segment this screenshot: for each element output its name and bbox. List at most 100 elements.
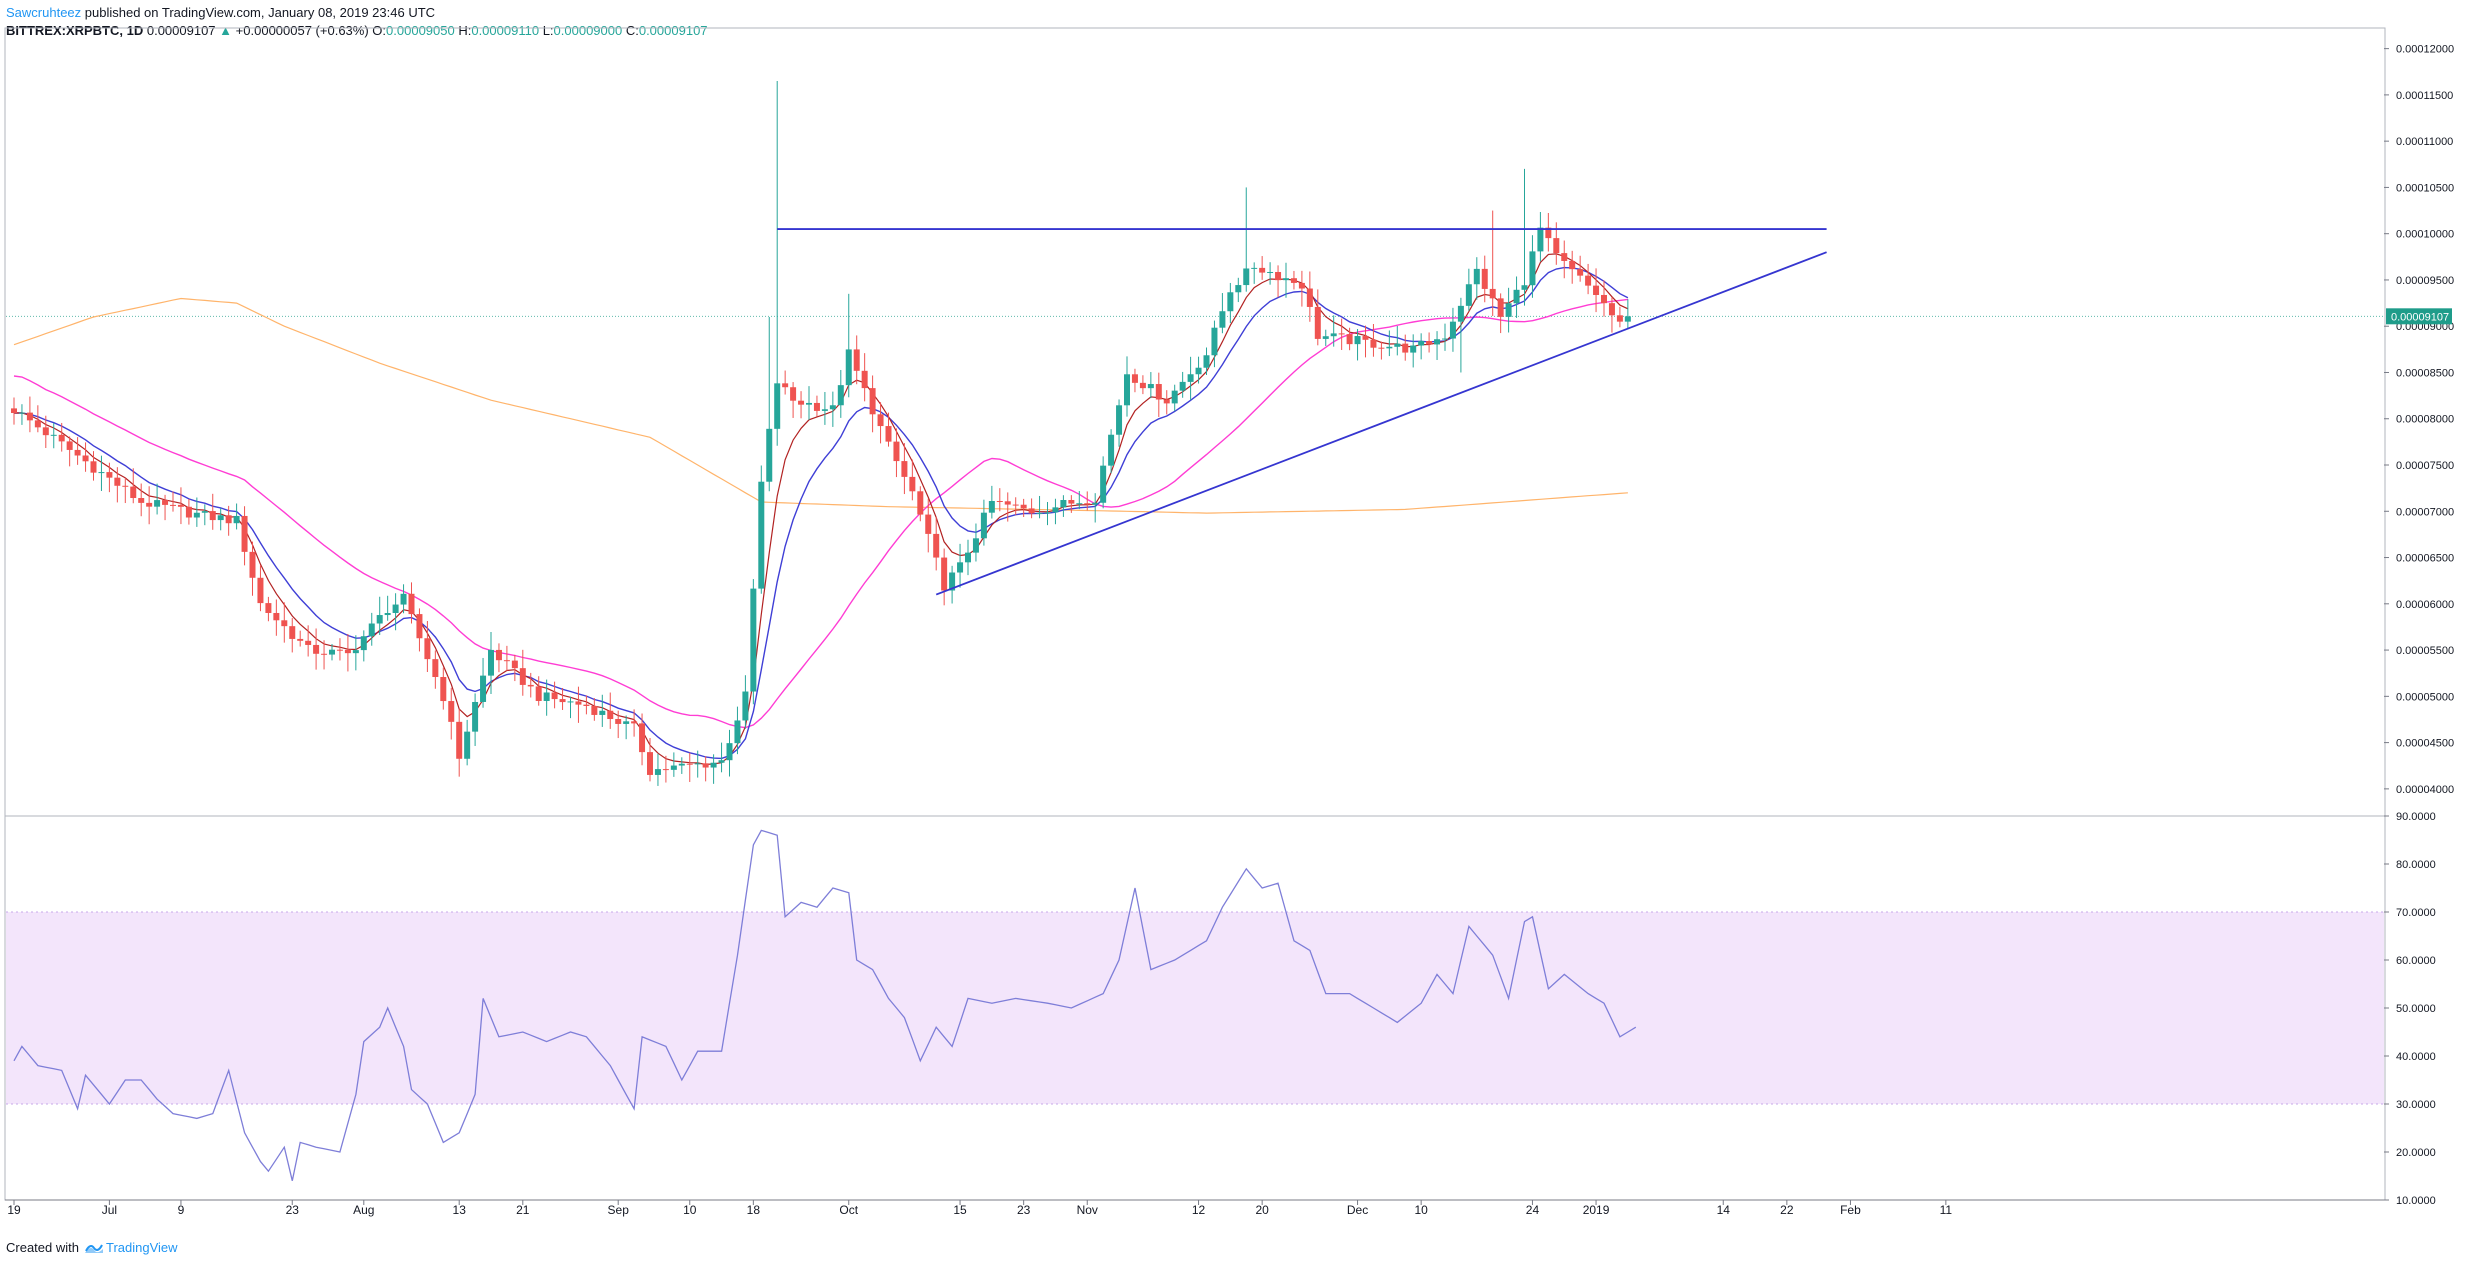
x-tick-label: 19 [7,1203,21,1217]
candle-body [472,701,479,732]
candle-body [321,653,328,655]
candle-body [782,383,789,388]
candle-body [853,349,860,371]
price-tick-label: 0.00007000 [2396,506,2454,518]
candle-body [1068,499,1075,504]
candle-body [607,710,614,720]
candle-body [1163,399,1170,404]
rsi-tick-label: 50.0000 [2396,1003,2436,1015]
candle-body [1489,288,1496,299]
candle-body [122,485,129,487]
candle-body [702,763,709,768]
candle-body [1298,282,1305,289]
candle-body [599,710,606,715]
candle-body [1553,238,1560,254]
candle-body [535,686,542,701]
candle-body [1513,289,1520,304]
candle-body [1505,303,1512,317]
close-label: C: [625,23,639,38]
candle-body [297,638,304,641]
candle-body [1124,374,1130,406]
candle-body [1155,384,1162,400]
rsi-tick-label: 10.0000 [2396,1195,2436,1207]
candle-body [1465,284,1472,306]
candle-body [1195,367,1202,375]
candle-body [1577,269,1584,276]
rsi-band [6,912,2384,1104]
candle-body [1306,288,1313,307]
price-pane[interactable] [6,81,2384,786]
candle-body [1561,253,1568,261]
candle-body [1219,311,1226,328]
author-link[interactable]: Sawcruhteez [6,5,82,20]
candle-body [1259,267,1266,273]
candle-body [1346,334,1353,345]
x-tick-label: 10 [683,1203,697,1217]
candle-body [273,612,280,621]
candle-body [1434,339,1441,345]
candle-body [972,538,979,553]
candle-body [774,383,781,429]
candle-body [678,763,685,766]
candle-body [654,769,661,775]
rsi-pane[interactable] [6,829,2384,1181]
candle-body [1362,336,1369,340]
candle-body [329,649,335,655]
price-tick-label: 0.00011000 [2396,136,2453,148]
x-tick-label: 10 [1414,1203,1428,1217]
created-with-text: Created with [6,1240,79,1255]
tradingview-logo-icon [84,1244,103,1253]
candle-body [74,449,81,456]
x-tick-label: Nov [1077,1203,1098,1217]
candle-body [718,760,725,763]
candle-body [503,660,510,662]
candle-body [1624,316,1631,322]
candle-body [766,428,773,482]
candle-body [1585,275,1592,286]
candle-body [647,752,653,775]
candle-body [1171,390,1178,404]
candle-body [1203,355,1210,368]
candle-body [734,720,741,744]
candle-body [90,461,97,473]
x-tick-label: 23 [1017,1203,1031,1217]
candle-body [488,649,494,676]
candle-body [623,721,630,724]
candle-body [344,649,351,654]
tradingview-link[interactable]: TradingView [84,1240,178,1255]
candle-body [1593,285,1600,295]
candle-body [1569,260,1576,270]
candle-body [1481,268,1488,289]
candle-body [813,402,820,411]
candle-body [1521,285,1528,290]
price-tick-label: 0.00006000 [2396,599,2454,611]
candle-body [885,426,892,442]
candle-body [758,481,765,589]
candle-body [1497,298,1504,317]
candle-body [821,409,828,411]
ema-10-line [13,266,1629,760]
candle-body [50,434,57,436]
candle-body [400,593,407,605]
last-price-badge [2386,308,2452,325]
candle-body [845,349,852,386]
candle-body [146,502,153,507]
candle-body [901,461,908,477]
candle-body [829,405,836,410]
change-value: +0.00000057 (+0.63%) [235,23,369,38]
axes: 0.00012000 0.00011500 0.00011000 0.00010500… [4,27,2454,1217]
candle-body [575,701,582,705]
chart-header: Sawcruhteez published on TradingView.com… [6,4,708,40]
x-tick-label: 9 [178,1203,185,1217]
candle-body [1036,512,1043,514]
candle-body [1227,292,1234,312]
candle-body [162,500,169,505]
candle-body [424,638,431,660]
candle-body [34,420,41,428]
candle-body [82,455,89,462]
support-trend-line[interactable] [935,251,1827,596]
x-tick-label: Dec [1347,1203,1368,1217]
candle-body [170,504,176,506]
candle-body [193,512,200,518]
